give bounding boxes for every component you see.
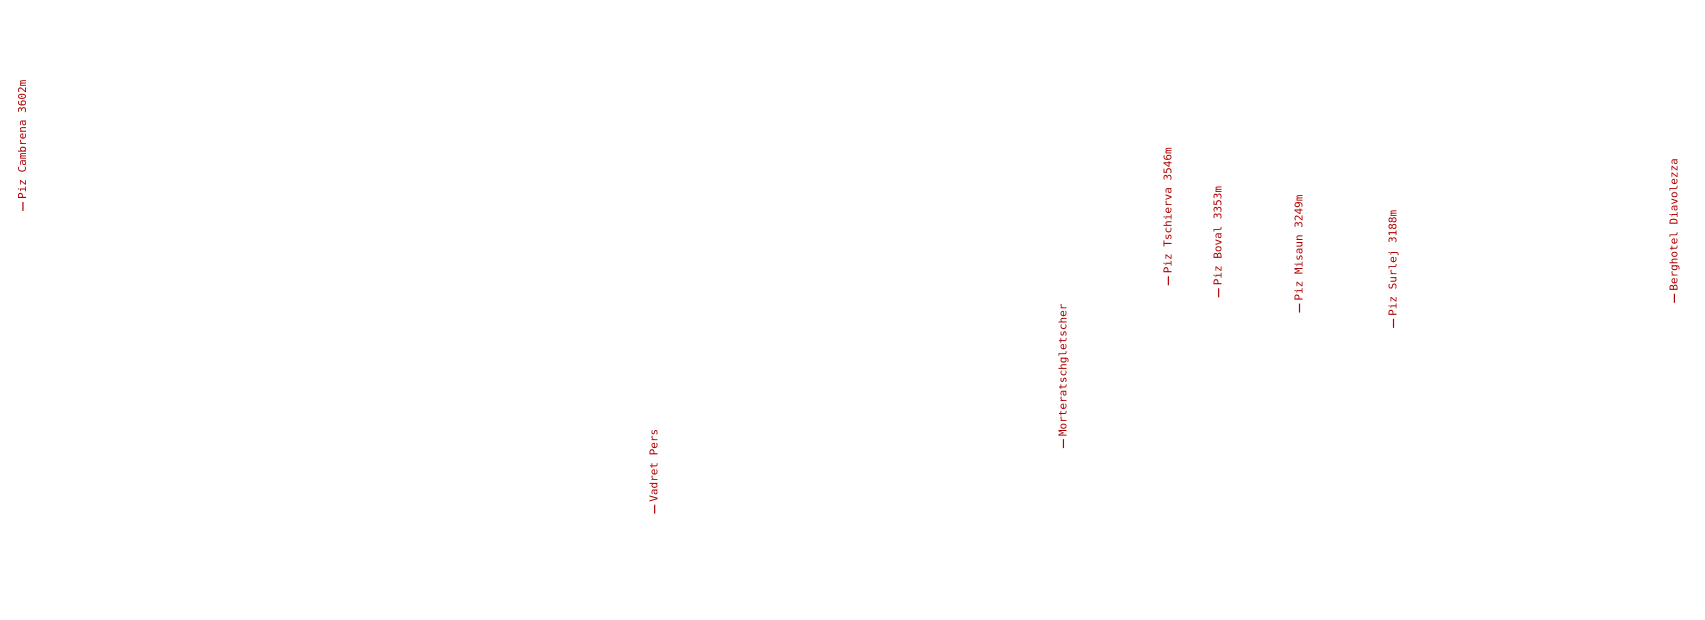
peak-label: Piz Cambrena 3602m xyxy=(16,79,29,199)
peak-label: Piz Tschierva 3546m xyxy=(1161,147,1174,273)
peak-label: Morteratschgletscher xyxy=(1056,303,1069,436)
peak-label: Berghotel Diavolezza xyxy=(1667,158,1680,290)
peak-label: Vadret Pers xyxy=(648,429,661,502)
peak-label: Piz Boval 3353m xyxy=(1212,186,1225,286)
peak-label: Piz Surlej 3188m xyxy=(1387,210,1400,316)
peak-label: Piz Misaun 3249m xyxy=(1293,194,1306,300)
